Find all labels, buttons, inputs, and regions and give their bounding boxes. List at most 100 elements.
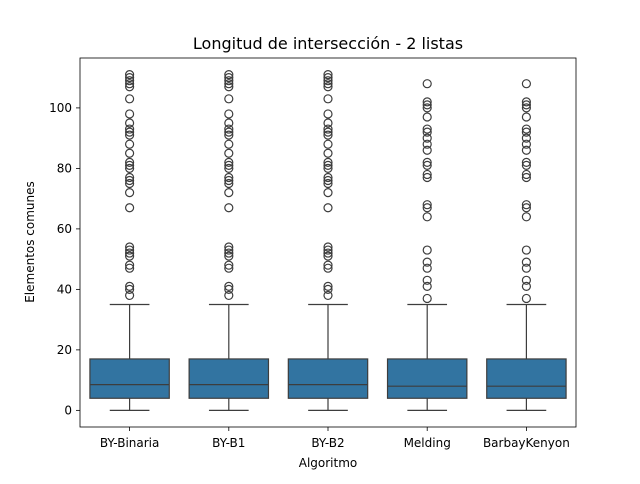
outlier-point	[422, 112, 432, 122]
outlier-point	[224, 178, 234, 189]
outlier-point	[125, 127, 135, 137]
outlier-point	[125, 245, 135, 255]
outlier-point	[125, 263, 135, 273]
outlier-point	[224, 118, 234, 128]
outlier-point	[323, 70, 333, 80]
outlier-point	[125, 284, 135, 294]
outlier-point	[125, 260, 135, 270]
outlier-point	[422, 79, 432, 89]
outlier-point	[422, 293, 432, 304]
outlier-point	[125, 281, 135, 291]
outlier-point	[125, 118, 135, 128]
outlier-point	[323, 148, 333, 158]
outlier-point	[125, 187, 135, 198]
outlier-point	[224, 148, 234, 158]
outlier-point	[323, 139, 333, 149]
outlier-point	[521, 212, 532, 222]
outlier-point	[323, 130, 333, 140]
outlier-point	[521, 145, 532, 155]
outlier-point	[323, 281, 333, 291]
outlier-point	[521, 257, 532, 267]
outlier-point	[224, 284, 234, 294]
outlier-point	[125, 109, 135, 119]
outlier-point	[224, 70, 234, 80]
outlier-point	[521, 263, 532, 273]
outlier-point	[224, 281, 234, 291]
y-tick-label: 40	[57, 282, 72, 296]
y-tick-label: 80	[57, 161, 72, 175]
axes-frame	[79, 57, 577, 428]
outlier-point	[521, 112, 532, 122]
y-tick-label: 0	[64, 403, 72, 417]
outlier-point	[422, 172, 432, 183]
outlier-point	[323, 260, 333, 270]
outlier-point	[323, 109, 333, 119]
outlier-point	[224, 163, 234, 173]
x-tick-label: Melding	[404, 436, 451, 450]
outlier-point	[323, 172, 333, 183]
y-tick-label: 100	[49, 101, 72, 115]
outlier-point	[125, 82, 135, 92]
outlier-point	[521, 203, 532, 213]
outlier-point	[224, 290, 234, 301]
outlier-point	[224, 263, 234, 273]
outlier-point	[521, 200, 532, 210]
outlier-point	[224, 127, 234, 137]
outlier-point	[125, 251, 135, 261]
outlier-point	[224, 157, 234, 167]
outlier-point	[125, 172, 135, 183]
outlier-point	[323, 79, 333, 89]
outlier-point	[224, 139, 234, 149]
outlier-point	[422, 169, 432, 180]
outlier-point	[323, 242, 333, 252]
outlier-point	[125, 76, 135, 86]
outlier-point	[521, 169, 532, 180]
outlier-point	[422, 124, 432, 134]
outlier-point	[323, 73, 333, 83]
outlier-point	[422, 127, 432, 137]
outlier-point	[224, 76, 234, 86]
outlier-point	[521, 293, 532, 304]
outlier-point	[422, 212, 432, 222]
outlier-point	[422, 203, 432, 213]
outlier-point	[125, 139, 135, 149]
outlier-point	[224, 82, 234, 92]
outlier-point	[521, 100, 532, 110]
outlier-point	[422, 160, 432, 170]
outlier-point	[521, 103, 532, 113]
outlier-point	[224, 175, 234, 186]
outlier-point	[422, 97, 432, 107]
outlier-point	[323, 284, 333, 294]
outlier-point	[422, 200, 432, 210]
outlier-point	[323, 127, 333, 137]
outlier-point	[521, 97, 532, 107]
outlier-point	[323, 160, 333, 170]
outlier-point	[125, 175, 135, 186]
outlier-point	[422, 275, 432, 285]
outlier-point	[323, 163, 333, 173]
outlier-point	[224, 109, 234, 119]
outlier-point	[521, 79, 532, 89]
outlier-point	[422, 157, 432, 167]
y-tick-label: 20	[57, 343, 72, 357]
outlier-point	[125, 163, 135, 173]
outlier-point	[224, 245, 234, 255]
outlier-point	[224, 172, 234, 183]
outlier-point	[521, 127, 532, 137]
outlier-point	[521, 133, 532, 143]
outlier-point	[521, 245, 532, 255]
outlier-point	[422, 281, 432, 291]
outlier-point	[422, 103, 432, 113]
outlier-point	[323, 187, 333, 198]
outlier-point	[323, 124, 333, 134]
x-tick-label: BY-B2	[311, 436, 344, 450]
outlier-point	[521, 172, 532, 183]
outlier-point	[422, 145, 432, 155]
outlier-point	[323, 245, 333, 255]
outlier-point	[323, 248, 333, 258]
outlier-point	[125, 94, 135, 104]
box-iqr	[386, 358, 468, 399]
outlier-point	[521, 124, 532, 134]
outlier-point	[224, 242, 234, 252]
